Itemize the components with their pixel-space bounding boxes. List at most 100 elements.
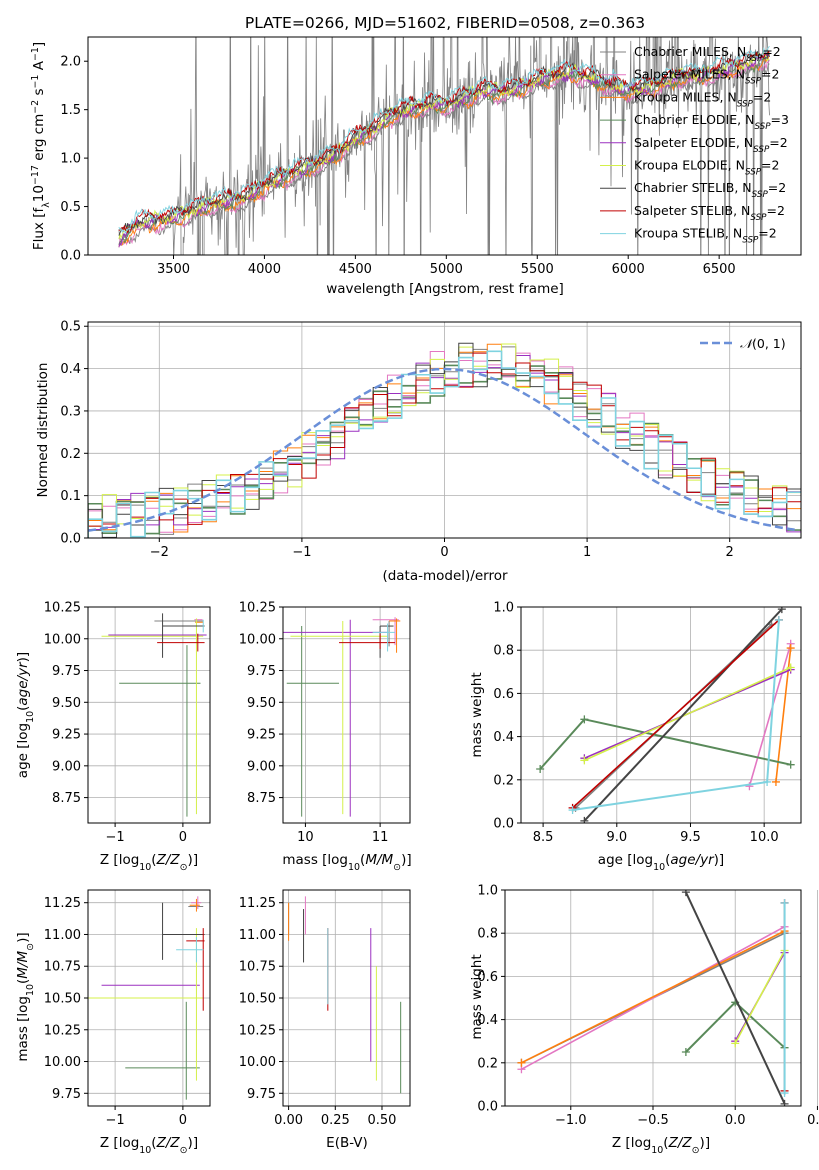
weight-marker	[517, 1058, 526, 1067]
weight-vs-age-y-label: mass weight	[469, 672, 485, 757]
hist-kroupa-stelib	[88, 350, 801, 538]
axes-frame: −1.0 −0.5 0.0 0.5 0.0 0.2 0.4 0.6 0.8 1.0	[477, 884, 819, 1129]
spectrum-model-chabrier-elodie	[118, 51, 770, 245]
y-tick-label: 0.2	[493, 773, 514, 788]
y-tick-label: 0.0	[60, 532, 81, 547]
legend-entry: Salpeter MILES, NSSP=2	[634, 67, 779, 87]
y-tick-label: 11.00	[44, 928, 81, 943]
weight-line-kroupa-elodie	[734, 950, 786, 1044]
y-tick-label: 0.4	[493, 730, 514, 745]
weight-marker	[580, 756, 589, 765]
x-tick-label: 11	[372, 830, 389, 845]
y-tick-label: 9.75	[247, 1087, 276, 1102]
x-tick-label: 0.5	[807, 1113, 819, 1128]
hist-chabrier-stelib	[88, 342, 801, 538]
axes-frame: −1 0 8.75 9.00 9.25 9.50 9.75 10.00 10.25	[44, 601, 211, 845]
x-tick-label: 6500	[703, 262, 736, 277]
weight-vs-z-y-label: mass weight	[469, 954, 485, 1039]
x-tick-label: 2	[726, 545, 734, 560]
y-tick-label: 0.2	[60, 447, 81, 462]
age-vs-z-x-label: Z [log10(Z/Z⊙)]	[100, 852, 198, 873]
y-tick-label: 1.0	[493, 601, 514, 616]
x-tick-label: −2	[150, 545, 169, 560]
legend-entry: Salpeter ELODIE, NSSP=2	[634, 135, 788, 155]
y-tick-label: 9.75	[52, 1087, 81, 1102]
mass-vs-ebv-axes: 0.00 0.25 0.50 9.75 10.00 10.25 10.50 10.75 11.0…	[239, 889, 411, 1128]
axes-frame: 10 11 8.75 9.00 9.25 9.50 9.75 10.00 10.25	[239, 601, 411, 845]
y-tick-label: 9.50	[247, 696, 276, 711]
y-tick-label: 10.50	[44, 992, 81, 1007]
spectrum-model-salpeter-miles	[118, 59, 770, 246]
legend-entry: Salpeter STELIB, NSSP=2	[634, 203, 785, 223]
y-tick-label: 1.0	[60, 152, 81, 167]
x-tick-label: 0	[179, 1113, 187, 1128]
y-tick-label: 2.0	[60, 55, 81, 70]
plot-area	[88, 896, 205, 1100]
x-tick-label: 1	[583, 545, 591, 560]
weight-marker	[580, 715, 589, 724]
y-tick-label: 10.25	[239, 601, 276, 616]
age-vs-z-axes: −1 0 8.75 9.00 9.25 9.50 9.75 10.00 10.25	[44, 601, 211, 845]
y-tick-label: 0.0	[477, 1100, 498, 1115]
y-tick-label: 8.75	[247, 791, 276, 806]
weight-marker	[786, 760, 795, 769]
y-tick-label: 0.8	[493, 644, 514, 659]
weight-marker	[731, 1039, 740, 1048]
legend-entry: Kroupa STELIB, NSSP=2	[634, 226, 777, 246]
x-tick-label: 0.0	[725, 1113, 746, 1128]
y-tick-label: 9.25	[247, 728, 276, 743]
x-tick-label: 4000	[248, 262, 281, 277]
age-vs-mass-x-label: mass [log10(M/M⊙)]	[282, 852, 411, 873]
axes-frame: 8.5 9.0 9.5 10.0 0.0 0.2 0.4 0.6 0.8 1.0	[493, 601, 802, 845]
weight-marker	[763, 777, 772, 786]
spectrum-model-kroupa-elodie	[118, 52, 770, 240]
plot-area	[283, 617, 401, 817]
weight-vs-z-axes: −1.0 −0.5 0.0 0.5 0.0 0.2 0.4 0.6 0.8 1.0	[477, 884, 819, 1129]
axes-frame: 0.00 0.25 0.50 9.75 10.00 10.25 10.50 10.75 11.0…	[239, 889, 411, 1128]
weight-marker	[681, 890, 690, 897]
spectrum-axes: 3500 4000 4500 5000 5500 6000 6500 0.0 0.5 1.0 1.5…	[60, 36, 802, 277]
y-tick-label: 8.75	[52, 791, 81, 806]
y-tick-label: 9.75	[247, 664, 276, 679]
x-tick-label: 8.5	[533, 830, 554, 845]
hist-y-label: Normed distribution	[35, 363, 51, 498]
weight-marker	[774, 615, 783, 624]
y-tick-label: 10.00	[44, 632, 81, 647]
y-tick-label: 10.75	[239, 960, 276, 975]
y-tick-label: 11.00	[239, 928, 276, 943]
y-tick-label: 0.3	[60, 404, 81, 419]
weight-line-salpeter-miles	[748, 643, 792, 787]
mass-vs-ebv-x-label: E(B-V)	[326, 1135, 368, 1151]
weight-line-chabrier-elodie	[539, 718, 791, 770]
weight-marker	[777, 607, 786, 614]
y-tick-label: 0.6	[493, 687, 514, 702]
weight-marker	[580, 816, 589, 823]
weight-marker	[786, 644, 795, 653]
y-tick-label: 10.75	[44, 960, 81, 975]
axes-frame: 3500 4000 4500 5000 5500 6000 6500 0.0 0.5 1.0 1.5…	[60, 36, 802, 277]
y-tick-label: 9.00	[247, 759, 276, 774]
x-tick-label: 9.0	[606, 830, 627, 845]
plot-area	[118, 37, 770, 255]
y-tick-label: 1.5	[60, 103, 81, 118]
y-tick-label: 10.50	[239, 992, 276, 1007]
weight-marker	[536, 765, 545, 773]
axes-frame: −1 0 9.75 10.00 10.25 10.50 10.75 11.00 11.25	[44, 889, 211, 1128]
weight-marker	[780, 1089, 789, 1098]
figure-title: PLATE=0266, MJD=51602, FIBERID=0508, z=0…	[245, 14, 645, 32]
y-tick-label: 0.0	[60, 249, 81, 264]
age-vs-z-y-label: age [log10(age/yr)]	[15, 652, 36, 778]
weight-line-kroupa-miles	[521, 930, 785, 1064]
y-tick-label: 10.00	[44, 1055, 81, 1070]
weight-marker	[786, 663, 795, 672]
x-tick-label: −1	[292, 545, 311, 560]
y-tick-label: 0.6	[477, 970, 498, 985]
y-tick-label: 0.5	[60, 320, 81, 335]
weight-line-chabrier-stelib	[684, 891, 786, 1105]
legend-entry: Kroupa ELODIE, NSSP=2	[634, 158, 779, 178]
legend-entry: Chabrier STELIB, NSSP=2	[634, 180, 786, 200]
y-tick-label: 0.8	[477, 927, 498, 942]
x-tick-label: 0.00	[274, 1113, 303, 1128]
axes-frame: −2 −1 0 1 2 0.0 0.1 0.2 0.3 0.4 0.5	[60, 320, 802, 560]
legend-entry: Chabrier ELODIE, NSSP=3	[634, 112, 789, 132]
